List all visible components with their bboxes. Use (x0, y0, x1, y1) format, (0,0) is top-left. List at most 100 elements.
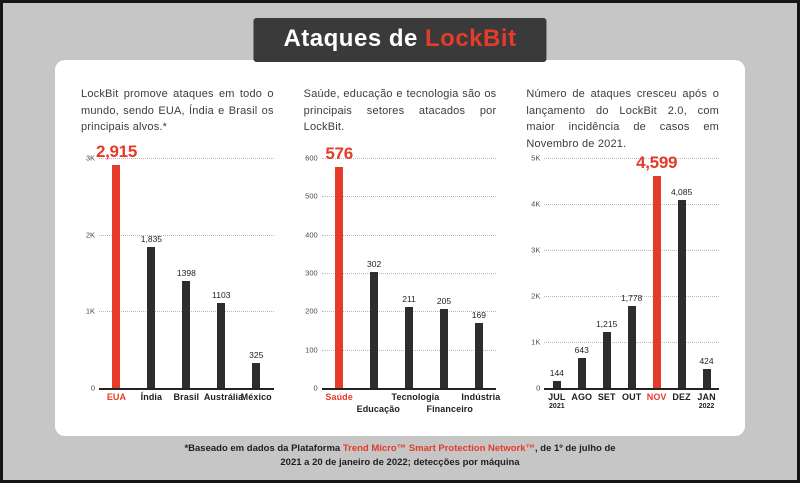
x-label-AGO: AGO (571, 392, 593, 402)
y-tick-label: 300 (305, 268, 318, 278)
bar-slot: 4,085 (669, 158, 694, 388)
gridline (321, 273, 497, 274)
value-label: 424 (699, 355, 714, 366)
y-tick-label: 600 (305, 153, 318, 163)
y-tick-label: 2K (531, 291, 541, 301)
x-label-EUA: EUA (106, 392, 127, 402)
x-label-cell: Austrália (203, 392, 244, 424)
bar-Índia (147, 247, 156, 388)
value-label: 1398 (176, 267, 196, 278)
x-sublabel: 2022 (698, 403, 715, 410)
bar-slot: 325 (239, 158, 274, 388)
title-accent-text: LockBit (425, 25, 517, 52)
x-label-cell: NOV (644, 392, 669, 424)
bars-group: 576 302 211 205 169 (322, 144, 497, 388)
x-label-NOV: NOV (646, 392, 667, 402)
x-axis-line (321, 388, 497, 390)
chart-sectors: Saúde, educação e tecnologia são os prin… (303, 86, 501, 424)
chart-sectors-description: Saúde, educação e tecnologia são os prin… (303, 88, 497, 133)
x-label-SET: SET (597, 392, 616, 402)
chart-countries-plot: 3K 2K 1K 0 2,915 1,835 1398 1103 325 (86, 142, 274, 393)
highlight-bar-NOV (652, 176, 661, 388)
highlight-bar-Saúde (335, 167, 344, 388)
value-label: 144 (549, 368, 564, 379)
bar-slot: 144 (544, 158, 569, 388)
gridline (99, 158, 274, 159)
bars-group: 144 643 1,215 1,778 4,599 4,085 424 (544, 153, 719, 388)
bar-DEZ (677, 200, 686, 388)
bar-slot: 4,599 (636, 153, 677, 388)
bar-slot: 643 (569, 158, 594, 388)
chart-monthly-xlabels: JUL 2021 AGO SET OUT NOV DEZ JAN 2022 (544, 392, 719, 424)
y-tick-label: 4K (531, 199, 541, 209)
value-label: 302 (366, 259, 382, 270)
bar-Indústria (474, 323, 483, 388)
x-label-DEZ: DEZ (672, 392, 691, 402)
bar-JUL (552, 381, 561, 388)
bars-group: 2,915 1,835 1398 1103 325 (96, 142, 274, 388)
x-label-cell: SET (594, 392, 619, 424)
y-tick-label: 3K (531, 245, 541, 255)
x-label-cell: AGO (569, 392, 594, 424)
source-note: *Baseado em dados da Plataforma Trend Mi… (3, 442, 797, 471)
bar-slot: 1398 (169, 158, 204, 388)
bar-slot: 1,215 (594, 158, 619, 388)
chart-sectors-plot: 600 500 400 300 200 100 0 576 302 211 205 169 (305, 144, 497, 393)
bar-Educação (370, 272, 379, 388)
y-tick-label: 400 (305, 230, 318, 240)
bar-JAN (702, 368, 711, 388)
value-label: 4,599 (636, 153, 678, 173)
bar-México (252, 363, 261, 388)
value-label: 1,778 (621, 293, 643, 304)
gridline (544, 250, 720, 251)
chart-countries: LockBit promove ataques em todo o mundo,… (81, 86, 274, 424)
gridline (321, 196, 497, 198)
bar-slot: 169 (461, 158, 496, 388)
footer-text-pre: *Baseado em dados da Plataforma (184, 442, 343, 454)
x-label-Saúde: Saúde (325, 392, 353, 402)
footer-text-line2: 2021 a 20 de janeiro de 2022; detecções … (280, 457, 520, 469)
bar-slot: 424 (694, 158, 719, 388)
x-label-cell: Saúde (322, 392, 357, 424)
chart-monthly-plot: 5K 4K 3K 2K 1K 0 144 643 1,215 1,778 4,599 4,085 424 (531, 153, 720, 393)
page-title: Ataques de LockBit (253, 18, 547, 62)
x-label-OUT: OUT (622, 392, 642, 402)
x-label-cell: JUL 2021 (544, 392, 569, 424)
y-tick-label: 200 (305, 306, 318, 316)
x-sublabel: 2021 (549, 403, 565, 410)
x-label-JAN: JAN (697, 392, 716, 402)
bar-slot: 2,915 (96, 142, 137, 388)
y-tick-label: 500 (305, 191, 318, 201)
x-label-Austrália: Austrália (203, 392, 244, 402)
y-tick-label: 5K (531, 153, 541, 163)
x-label-Financeiro: Financeiro (426, 404, 473, 414)
footer-brand-text: Trend Micro™ Smart Protection Network™ (342, 442, 535, 454)
value-label: 2,915 (95, 141, 137, 161)
chart-monthly: Número de ataques cresceu após o lançame… (526, 86, 720, 424)
x-label-México: México (240, 392, 272, 402)
y-tick-label: 3K (85, 153, 95, 163)
gridline (321, 234, 497, 236)
gridline (544, 204, 720, 205)
value-label: 576 (325, 144, 353, 164)
x-label-cell: México (239, 392, 274, 424)
x-label-Indústria: Indústria (461, 392, 501, 402)
value-label: 205 (436, 296, 452, 307)
x-label-cell: Brasil (169, 392, 204, 424)
x-label-cell: EUA (99, 392, 134, 424)
x-label-cell: JAN 2022 (694, 392, 719, 424)
value-label: 325 (249, 350, 264, 361)
x-axis-line (99, 388, 274, 390)
y-tick-label: 2K (85, 230, 95, 240)
bar-slot: 1103 (204, 158, 239, 388)
value-label: 1103 (212, 290, 231, 301)
y-tick-label: 0 (313, 383, 318, 393)
bar-slot: 576 (322, 144, 357, 388)
x-label-cell: Tecnologia (392, 392, 440, 424)
x-label-cell: Índia (134, 392, 169, 424)
bar-SET (602, 332, 611, 388)
charts-card: LockBit promove ataques em todo o mundo,… (55, 60, 745, 436)
value-label: 1,835 (140, 234, 163, 245)
gridline (321, 158, 497, 159)
